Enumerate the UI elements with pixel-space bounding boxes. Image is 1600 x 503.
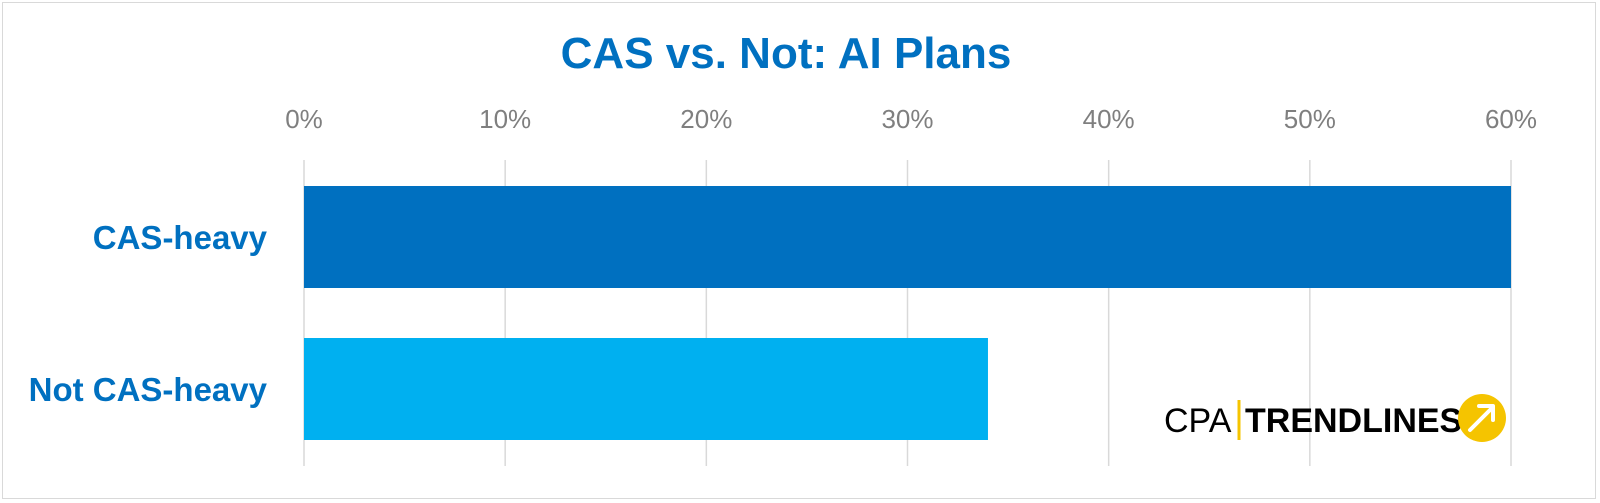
x-tick-label: 10% (479, 104, 531, 134)
logo-cpa-text: CPA (1164, 402, 1232, 440)
cpa-trendlines-logo: CPA TRENDLINES (1164, 394, 1506, 442)
x-tick-label: 20% (680, 104, 732, 134)
bar (304, 338, 988, 440)
x-tick-label: 30% (881, 104, 933, 134)
arrow-circle-icon (1458, 394, 1506, 442)
x-axis-ticks: 0% 10% 20% 30% 40% 50% 60% (285, 104, 1537, 134)
category-labels: CAS-heavy Not CAS-heavy (29, 219, 268, 408)
x-tick-label: 0% (285, 104, 323, 134)
x-tick-label: 60% (1485, 104, 1537, 134)
category-label: Not CAS-heavy (29, 371, 268, 408)
bar (304, 186, 1511, 288)
chart-title: CAS vs. Not: AI Plans (561, 29, 1012, 78)
logo-trendlines-text: TRENDLINES (1245, 402, 1462, 440)
x-tick-label: 50% (1284, 104, 1336, 134)
x-tick-label: 40% (1083, 104, 1135, 134)
bars (304, 186, 1511, 440)
category-label: CAS-heavy (93, 219, 268, 256)
